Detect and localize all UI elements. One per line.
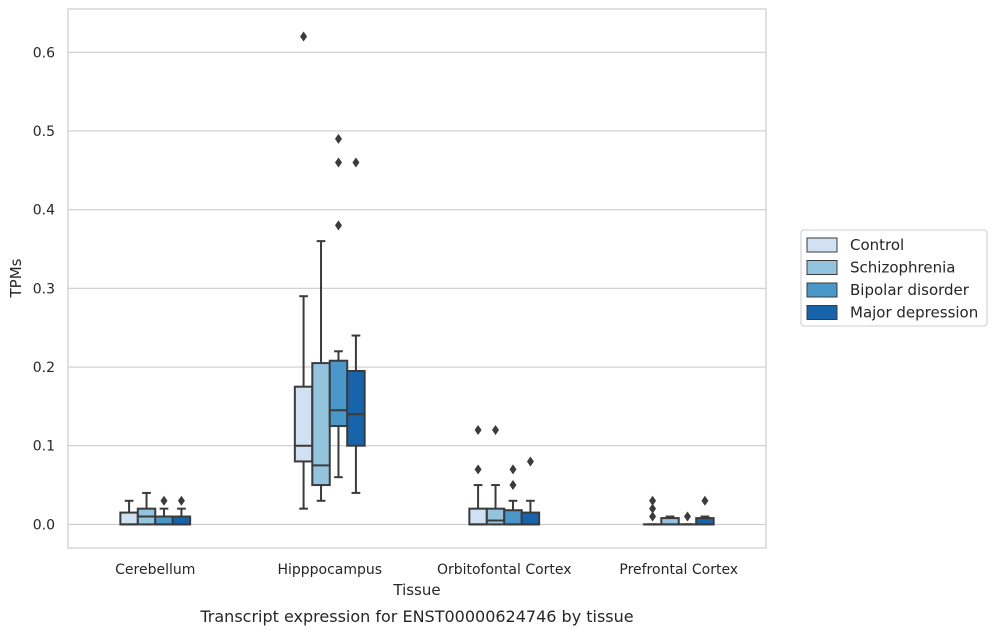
box-group [293, 31, 314, 510]
legend-swatch [806, 282, 838, 298]
y-tick-label: 0.1 [33, 439, 55, 455]
legend-swatch [806, 305, 838, 320]
box-group [311, 240, 331, 502]
box-group [346, 157, 366, 494]
x-tick-label: Prefrontal Cortex [619, 562, 738, 578]
box-group [171, 495, 192, 526]
outlier-point [474, 424, 482, 435]
box-group [154, 495, 174, 526]
box-iqr [520, 511, 541, 526]
box-iqr [503, 509, 523, 526]
box-iqr [171, 515, 192, 526]
y-tick-label: 0.3 [33, 281, 55, 297]
box-iqr [328, 359, 349, 428]
box-group [485, 424, 506, 526]
box-group [660, 515, 680, 526]
plot-frame [67, 8, 767, 549]
y-tick-label: 0.2 [33, 360, 55, 376]
box-iqr [154, 515, 174, 526]
box-iqr [346, 369, 366, 447]
box-group [468, 424, 488, 526]
legend-swatch [806, 237, 838, 253]
box-group [642, 495, 663, 526]
plot-area: 0.0 0.1 0.2 0.3 0.4 0.5 0.6 Cerebellum Hipppoca… [33, 8, 767, 578]
box-group [695, 495, 715, 526]
box-series-group [119, 31, 715, 526]
x-axis-label: Tissue [392, 581, 440, 599]
outlier-point [300, 31, 308, 42]
grid-lines [68, 51, 766, 525]
outlier-point [334, 157, 342, 168]
outlier-point [509, 480, 517, 491]
box-group [520, 456, 541, 526]
outlier-point [334, 133, 342, 144]
box-group [503, 464, 523, 526]
box-iqr [119, 511, 139, 526]
legend-label: Schizophrenia [850, 259, 955, 277]
legend-label: Control [850, 236, 904, 254]
y-tick-label: 0.6 [33, 45, 55, 61]
outlier-point [492, 424, 500, 435]
y-tick-label: 0.4 [33, 203, 55, 219]
legend-frame [800, 229, 988, 327]
outlier-point [474, 464, 482, 475]
outlier-point [701, 495, 709, 506]
outlier-point [160, 495, 168, 506]
y-tick-label: 0.5 [33, 124, 55, 140]
outlier-point [649, 503, 657, 514]
outlier-point [334, 220, 342, 231]
y-axis-ticks: 0.0 0.1 0.2 0.3 0.4 0.5 0.6 [33, 45, 55, 533]
y-tick-label: 0.0 [33, 517, 55, 533]
outlier-point [649, 495, 657, 506]
x-tick-label: Hipppocampus [277, 562, 382, 578]
chart-caption: Transcript expression for ENST0000062474… [199, 607, 633, 626]
y-axis-label: TPMs [7, 258, 25, 298]
legend-label: Bipolar disorder [850, 281, 970, 299]
outlier-point [649, 511, 657, 522]
box-iqr [293, 385, 314, 463]
x-axis-ticks: Cerebellum Hipppocampus Orbitofontal Corte… [115, 562, 738, 578]
outlier-point [509, 464, 517, 475]
x-tick-label: Orbitofontal Cortex [437, 562, 572, 578]
legend-swatch [806, 260, 838, 275]
box-group [136, 491, 157, 526]
box-iqr [485, 507, 506, 526]
box-iqr [311, 362, 331, 487]
legend-label: Major depression [850, 304, 978, 322]
legend: Control Schizophrenia Bipolar disorder Majo… [800, 229, 988, 327]
outlier-point [177, 495, 185, 506]
outlier-point [683, 511, 691, 522]
x-tick-label: Cerebellum [115, 562, 195, 578]
outlier-point [526, 456, 534, 467]
box-iqr [468, 507, 488, 526]
outlier-point [352, 157, 360, 168]
